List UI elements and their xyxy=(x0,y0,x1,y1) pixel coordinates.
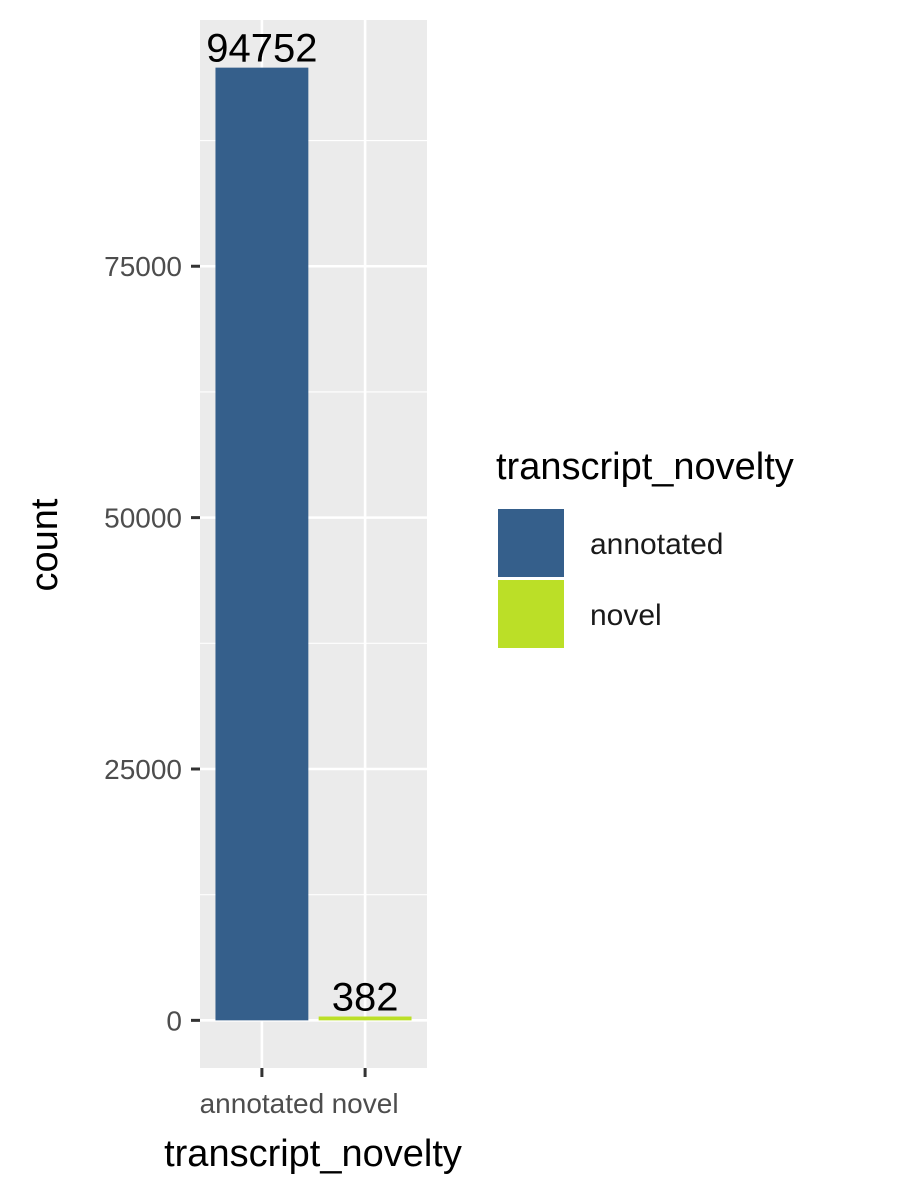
x-tick-label-novel: novel xyxy=(332,1088,399,1119)
axis-layer: 0 25000 50000 75000 annotated novel xyxy=(104,251,398,1119)
bar-novel xyxy=(318,1016,412,1021)
data-label-annotated: 94752 xyxy=(206,27,317,71)
legend-key-novel xyxy=(496,578,566,650)
legend-label-annotated: annotated xyxy=(590,528,723,561)
legend-label-novel: novel xyxy=(590,599,662,632)
data-label-novel: 382 xyxy=(332,976,399,1020)
x-axis-title: transcript_novelty xyxy=(164,1133,462,1175)
y-tick-label: 50000 xyxy=(104,503,182,534)
x-tick-label-annotated: annotated xyxy=(200,1088,325,1119)
legend-key-annotated xyxy=(496,507,566,579)
bar-annotated xyxy=(215,67,309,1021)
bar-layer xyxy=(215,67,412,1021)
y-tick-label: 0 xyxy=(166,1005,182,1036)
y-axis-title: count xyxy=(24,498,66,591)
y-tick-label: 75000 xyxy=(104,251,182,282)
legend: transcript_novelty annotated novel xyxy=(496,446,794,650)
data-label-layer: 94752 382 xyxy=(206,27,398,1020)
y-tick-label: 25000 xyxy=(104,754,182,785)
legend-title: transcript_novelty xyxy=(496,446,794,488)
